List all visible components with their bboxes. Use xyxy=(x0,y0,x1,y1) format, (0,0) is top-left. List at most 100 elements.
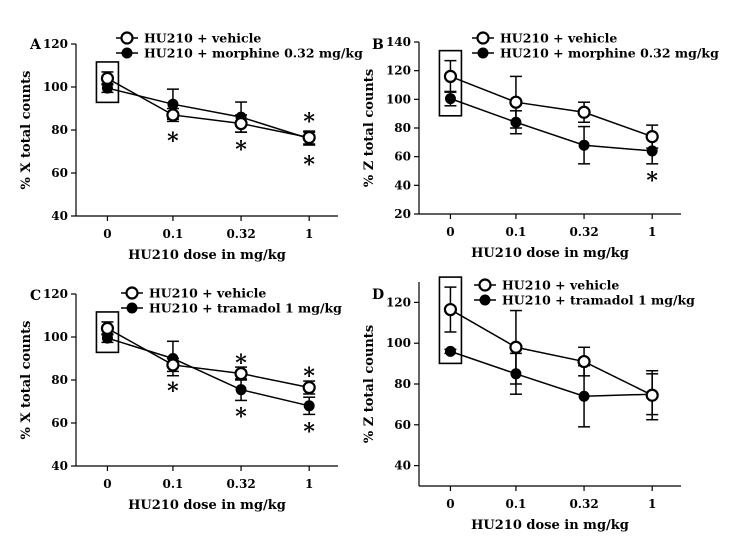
significance-marker: * xyxy=(303,152,315,178)
data-point-open xyxy=(577,354,591,369)
x-axis-label: HU210 dose in mg/kg xyxy=(128,498,286,513)
series-line xyxy=(107,327,310,389)
data-point-open xyxy=(577,105,591,119)
data-point-open xyxy=(509,95,523,109)
data-point-open xyxy=(645,388,659,402)
y-tick-label: 100 xyxy=(386,336,411,350)
legend-marker-open xyxy=(125,286,139,300)
y-tick-label: 40 xyxy=(394,459,411,473)
significance-marker: * xyxy=(235,350,247,376)
y-tick-label: 100 xyxy=(43,330,68,344)
y-tick-label: 120 xyxy=(43,287,68,301)
x-tick-label: 1 xyxy=(305,477,313,491)
data-point-open xyxy=(443,302,458,317)
x-tick-label: 1 xyxy=(305,227,313,241)
panel-letter: D xyxy=(372,287,384,303)
series-line xyxy=(450,308,653,396)
legend-marker-filled xyxy=(479,294,491,306)
x-tick-label: 0 xyxy=(446,225,454,239)
significance-marker: * xyxy=(303,363,315,389)
significance-marker: * xyxy=(167,378,179,404)
y-axis-label: % Z total counts xyxy=(362,325,377,443)
y-tick-label: 120 xyxy=(386,64,411,78)
y-tick-label: 40 xyxy=(51,209,68,223)
data-point-open xyxy=(302,130,316,145)
y-tick-label: 80 xyxy=(394,377,411,391)
x-axis-label: HU210 dose in mg/kg xyxy=(471,518,629,533)
y-tick-label: 120 xyxy=(43,37,68,51)
data-point-filled xyxy=(578,390,590,402)
data-point-open xyxy=(443,69,458,84)
x-tick-label: 1 xyxy=(648,497,656,511)
x-axis-label: HU210 dose in mg/kg xyxy=(471,246,629,261)
y-tick-label: 100 xyxy=(43,80,68,94)
data-point-filled xyxy=(510,116,522,128)
x-axis-label: HU210 dose in mg/kg xyxy=(128,248,286,263)
legend-entry: HU210 + morphine 0.32 mg/kg xyxy=(144,46,363,61)
significance-marker: * xyxy=(303,109,315,135)
y-axis-label: % Z total counts xyxy=(362,69,377,187)
x-tick-label: 0 xyxy=(446,497,454,511)
data-point-filled xyxy=(444,93,456,105)
y-tick-label: 80 xyxy=(394,121,411,135)
y-tick-label: 60 xyxy=(394,150,411,164)
y-tick-label: 20 xyxy=(394,207,411,221)
significance-marker: * xyxy=(646,168,658,194)
y-axis-label: % X total counts xyxy=(19,71,34,190)
data-point-open xyxy=(645,130,659,144)
panel-a: A 40 60 80 100 120 0 0.1 0.32 1 HU210 dose in mg/k… xyxy=(19,31,363,264)
data-point-filled xyxy=(578,139,590,151)
data-point-filled xyxy=(646,145,658,157)
y-tick-label: 120 xyxy=(386,295,411,309)
legend-entry: HU210 + morphine 0.32 mg/kg xyxy=(500,46,719,61)
control-group-box xyxy=(95,311,120,354)
panel-letter: C xyxy=(30,288,41,304)
legend-entry: HU210 + tramadol 1 mg/kg xyxy=(502,293,695,308)
data-point-filled xyxy=(510,368,522,380)
series-line xyxy=(450,350,653,397)
x-tick-label: 0.32 xyxy=(226,477,255,491)
data-point-open xyxy=(234,116,248,131)
series-line xyxy=(450,97,653,152)
x-tick-label: 1 xyxy=(648,225,656,239)
x-tick-label: 0.32 xyxy=(226,227,255,241)
series-line xyxy=(107,87,310,140)
legend-marker-open xyxy=(478,278,492,292)
x-tick-label: 0 xyxy=(103,227,111,241)
data-point-open xyxy=(166,358,180,372)
y-axis-label: % X total counts xyxy=(19,321,34,440)
x-tick-label: 0.1 xyxy=(505,497,526,511)
significance-marker: * xyxy=(235,404,247,430)
y-tick-label: 40 xyxy=(51,459,68,473)
data-point-filled xyxy=(303,400,315,412)
y-tick-label: 60 xyxy=(51,166,68,180)
data-point-open xyxy=(100,321,115,335)
control-group-box xyxy=(438,276,463,365)
y-tick-label: 80 xyxy=(51,373,68,387)
legend-marker-open xyxy=(476,31,490,45)
panel-b: B 20 40 60 80 100 120 140 0 0.1 0.32 1 HU210 dose in… xyxy=(362,31,719,262)
data-point-open xyxy=(166,108,180,122)
y-tick-label: 60 xyxy=(51,416,68,430)
series-line xyxy=(107,337,310,407)
x-tick-label: 0 xyxy=(103,477,111,491)
panel-letter: A xyxy=(29,37,42,53)
significance-marker: * xyxy=(235,137,247,163)
legend-entry: HU210 + vehicle xyxy=(500,31,617,46)
control-group-box xyxy=(95,61,120,104)
legend-marker-filled xyxy=(121,47,133,59)
legend-entry: HU210 + vehicle xyxy=(144,31,261,46)
data-point-open xyxy=(100,71,115,86)
panel-d: D 40 60 80 100 120 0 0.1 0.32 1 HU210 dose in mg/k… xyxy=(362,276,695,533)
y-tick-label: 140 xyxy=(386,35,411,49)
panel-c: C 40 60 80 100 120 0 0.1 0.32 1 HU210 dose in mg/k… xyxy=(19,286,342,514)
y-tick-label: 40 xyxy=(394,178,411,192)
x-tick-label: 0.32 xyxy=(569,497,598,511)
data-point-filled xyxy=(235,384,247,396)
data-point-open xyxy=(509,340,523,354)
x-tick-label: 0.32 xyxy=(569,225,598,239)
y-tick-label: 100 xyxy=(386,92,411,106)
control-group-box xyxy=(438,49,463,117)
data-point-open xyxy=(302,380,316,395)
